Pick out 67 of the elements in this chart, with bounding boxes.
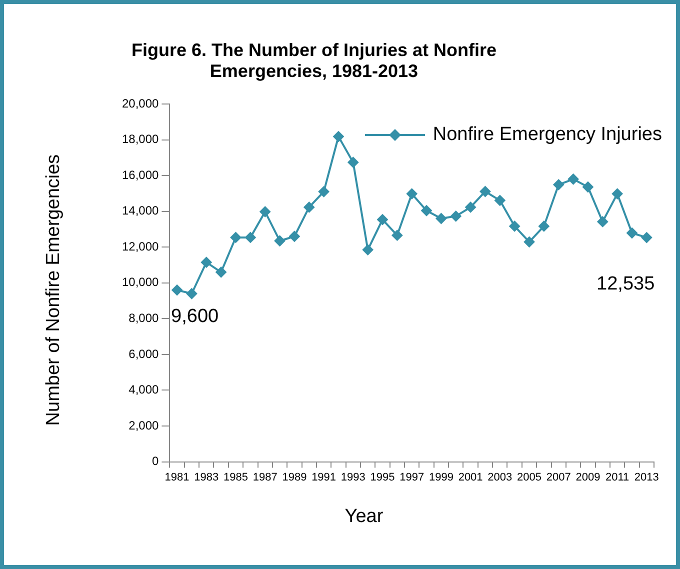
y-tick-label: 20,000 (122, 96, 160, 110)
point (568, 174, 579, 185)
point (582, 182, 594, 193)
x-tick-label: 2009 (576, 471, 600, 484)
x-axis-title: Year (344, 506, 384, 528)
point (597, 216, 608, 228)
y-tick-label: 12,000 (122, 239, 160, 254)
x-tick-label: 1999 (428, 471, 454, 484)
point (436, 212, 447, 224)
point (480, 186, 491, 197)
point (288, 230, 300, 242)
point (318, 186, 330, 198)
x-tick-label: 1993 (340, 471, 366, 484)
point (186, 288, 198, 300)
y-tick-label: 14,000 (122, 204, 160, 218)
y-tick-label: 4,000 (128, 382, 160, 397)
x-tick-label: 1995 (370, 471, 395, 484)
point (612, 188, 623, 200)
y-tick-label: 2,000 (128, 418, 160, 432)
y-tick-label: 6,000 (128, 346, 160, 361)
x-tick-label: 1987 (252, 471, 278, 484)
point (304, 202, 315, 213)
x-tick-label: 1991 (312, 471, 336, 484)
chart-title: Figure 6. The Number of Injuries at Nonfire Emergencies, 1981-2013 (130, 40, 498, 82)
point (332, 131, 344, 142)
y-tick-label: 16,000 (122, 168, 160, 182)
x-tick-label: 2007 (546, 471, 571, 484)
y-tick-label: 18,000 (122, 132, 160, 146)
y-tick-label: 0 (152, 454, 160, 468)
x-tick-label: 2005 (517, 471, 542, 484)
point (216, 266, 227, 278)
x-tick-label: 1989 (282, 471, 307, 484)
x-tick-label: 1981 (164, 471, 190, 484)
point (362, 244, 374, 256)
point (553, 179, 564, 190)
x-tick-label: 2001 (458, 471, 483, 484)
point (641, 232, 652, 244)
annotation: 9,600 (171, 306, 219, 328)
x-tick-label: 2011 (605, 471, 630, 484)
point (524, 236, 535, 248)
point (244, 232, 256, 243)
point (200, 256, 212, 268)
annotation: 12,535 (596, 274, 655, 295)
point (392, 230, 403, 241)
point (538, 220, 550, 232)
x-tick-label: 1985 (224, 471, 248, 484)
y-tick-label: 8,000 (128, 310, 160, 325)
point (465, 202, 476, 213)
x-tick-label: 1983 (194, 471, 219, 484)
point (509, 220, 520, 232)
point (172, 284, 183, 296)
x-tick-label: 2003 (488, 471, 512, 484)
x-tick-label: 1997 (400, 471, 424, 484)
point (348, 156, 359, 168)
point (230, 232, 242, 243)
point (626, 227, 638, 238)
legend-label: Nonfire Emergency Injuries (432, 124, 662, 146)
y-tick-label: 10,000 (122, 275, 160, 290)
point (377, 214, 388, 226)
point (274, 235, 286, 246)
point (260, 206, 271, 218)
point (406, 188, 418, 200)
point (450, 210, 462, 222)
point (421, 205, 432, 216)
y-axis-title: Number of Nonfire Emergencies (43, 153, 65, 428)
point (494, 194, 506, 206)
x-tick-label: 2013 (634, 471, 659, 484)
